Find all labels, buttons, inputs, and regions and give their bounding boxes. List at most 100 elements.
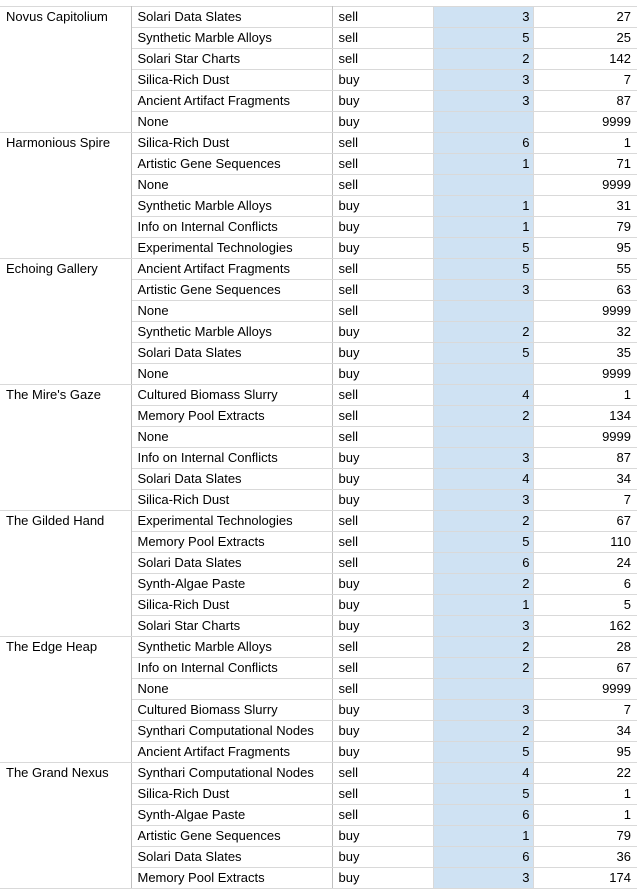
item-cell[interactable]: Synthari Computational Nodes (131, 762, 333, 784)
action-cell[interactable]: sell (332, 531, 434, 553)
price-cell[interactable]: 1 (533, 384, 637, 406)
price-cell[interactable]: 9999 (533, 678, 637, 700)
item-cell[interactable]: Cultured Biomass Slurry (131, 699, 333, 721)
location-cell[interactable] (0, 468, 132, 490)
action-cell[interactable]: sell (332, 678, 434, 700)
location-cell[interactable] (0, 531, 132, 553)
location-cell[interactable] (0, 279, 132, 301)
item-cell[interactable]: Silica-Rich Dust (131, 594, 333, 616)
item-cell[interactable]: Info on Internal Conflicts (131, 216, 333, 238)
quantity-cell[interactable]: 5 (433, 342, 534, 364)
quantity-cell[interactable]: 1 (433, 195, 534, 217)
location-cell[interactable] (0, 615, 132, 637)
location-cell[interactable] (0, 846, 132, 868)
price-cell[interactable]: 1 (533, 132, 637, 154)
action-cell[interactable]: buy (332, 447, 434, 469)
location-cell[interactable]: The Edge Heap (0, 636, 132, 658)
location-cell[interactable] (0, 699, 132, 721)
quantity-cell[interactable] (433, 678, 534, 700)
price-cell[interactable]: 67 (533, 510, 637, 532)
quantity-cell[interactable]: 2 (433, 48, 534, 70)
action-cell[interactable]: sell (332, 174, 434, 196)
price-cell[interactable]: 9999 (533, 426, 637, 448)
quantity-cell[interactable] (433, 300, 534, 322)
price-cell[interactable]: 34 (533, 468, 637, 490)
action-cell[interactable]: sell (332, 300, 434, 322)
item-cell[interactable]: Solari Star Charts (131, 615, 333, 637)
action-cell[interactable]: buy (332, 216, 434, 238)
item-cell[interactable]: Memory Pool Extracts (131, 867, 333, 889)
quantity-cell[interactable]: 1 (433, 594, 534, 616)
price-cell[interactable]: 1 (533, 783, 637, 805)
location-cell[interactable] (0, 27, 132, 49)
item-cell[interactable]: Ancient Artifact Fragments (131, 258, 333, 280)
price-cell[interactable]: 35 (533, 342, 637, 364)
quantity-cell[interactable]: 2 (433, 636, 534, 658)
quantity-cell[interactable]: 6 (433, 552, 534, 574)
price-cell[interactable]: 34 (533, 720, 637, 742)
price-cell[interactable]: 95 (533, 741, 637, 763)
action-cell[interactable]: buy (332, 720, 434, 742)
price-cell[interactable]: 7 (533, 489, 637, 511)
quantity-cell[interactable]: 3 (433, 69, 534, 91)
price-cell[interactable]: 36 (533, 846, 637, 868)
item-cell[interactable]: None (131, 426, 333, 448)
price-cell[interactable]: 55 (533, 258, 637, 280)
action-cell[interactable]: sell (332, 804, 434, 826)
quantity-cell[interactable]: 1 (433, 825, 534, 847)
price-cell[interactable]: 71 (533, 153, 637, 175)
quantity-cell[interactable]: 2 (433, 321, 534, 343)
location-cell[interactable] (0, 678, 132, 700)
quantity-cell[interactable]: 5 (433, 783, 534, 805)
item-cell[interactable]: Solari Data Slates (131, 342, 333, 364)
action-cell[interactable]: buy (332, 825, 434, 847)
location-cell[interactable] (0, 804, 132, 826)
action-cell[interactable]: buy (332, 237, 434, 259)
location-cell[interactable] (0, 90, 132, 112)
quantity-cell[interactable]: 5 (433, 258, 534, 280)
location-cell[interactable] (0, 657, 132, 679)
price-cell[interactable]: 67 (533, 657, 637, 679)
location-cell[interactable] (0, 48, 132, 70)
location-cell[interactable]: The Grand Nexus (0, 762, 132, 784)
location-cell[interactable] (0, 447, 132, 469)
location-cell[interactable] (0, 363, 132, 385)
price-cell[interactable]: 7 (533, 699, 637, 721)
action-cell[interactable]: sell (332, 783, 434, 805)
quantity-cell[interactable]: 2 (433, 573, 534, 595)
location-cell[interactable] (0, 195, 132, 217)
item-cell[interactable]: Synth-Algae Paste (131, 573, 333, 595)
quantity-cell[interactable]: 3 (433, 699, 534, 721)
location-cell[interactable]: The Gilded Hand (0, 510, 132, 532)
action-cell[interactable]: buy (332, 111, 434, 133)
location-cell[interactable] (0, 342, 132, 364)
quantity-cell[interactable]: 3 (433, 489, 534, 511)
quantity-cell[interactable]: 2 (433, 510, 534, 532)
item-cell[interactable]: None (131, 111, 333, 133)
action-cell[interactable]: sell (332, 27, 434, 49)
item-cell[interactable]: Ancient Artifact Fragments (131, 90, 333, 112)
location-cell[interactable] (0, 153, 132, 175)
location-cell[interactable] (0, 111, 132, 133)
item-cell[interactable]: Experimental Technologies (131, 510, 333, 532)
item-cell[interactable]: Experimental Technologies (131, 237, 333, 259)
location-cell[interactable] (0, 216, 132, 238)
item-cell[interactable]: Silica-Rich Dust (131, 132, 333, 154)
price-cell[interactable]: 174 (533, 867, 637, 889)
price-cell[interactable]: 6 (533, 573, 637, 595)
price-cell[interactable]: 87 (533, 90, 637, 112)
item-cell[interactable]: Synthetic Marble Alloys (131, 27, 333, 49)
location-cell[interactable] (0, 237, 132, 259)
price-cell[interactable]: 1 (533, 804, 637, 826)
price-cell[interactable]: 79 (533, 825, 637, 847)
item-cell[interactable]: Synthetic Marble Alloys (131, 195, 333, 217)
location-cell[interactable] (0, 573, 132, 595)
quantity-cell[interactable]: 5 (433, 27, 534, 49)
action-cell[interactable]: sell (332, 48, 434, 70)
action-cell[interactable]: sell (332, 153, 434, 175)
action-cell[interactable]: buy (332, 195, 434, 217)
item-cell[interactable]: Synthetic Marble Alloys (131, 321, 333, 343)
action-cell[interactable]: sell (332, 384, 434, 406)
quantity-cell[interactable]: 2 (433, 405, 534, 427)
price-cell[interactable]: 27 (533, 6, 637, 28)
